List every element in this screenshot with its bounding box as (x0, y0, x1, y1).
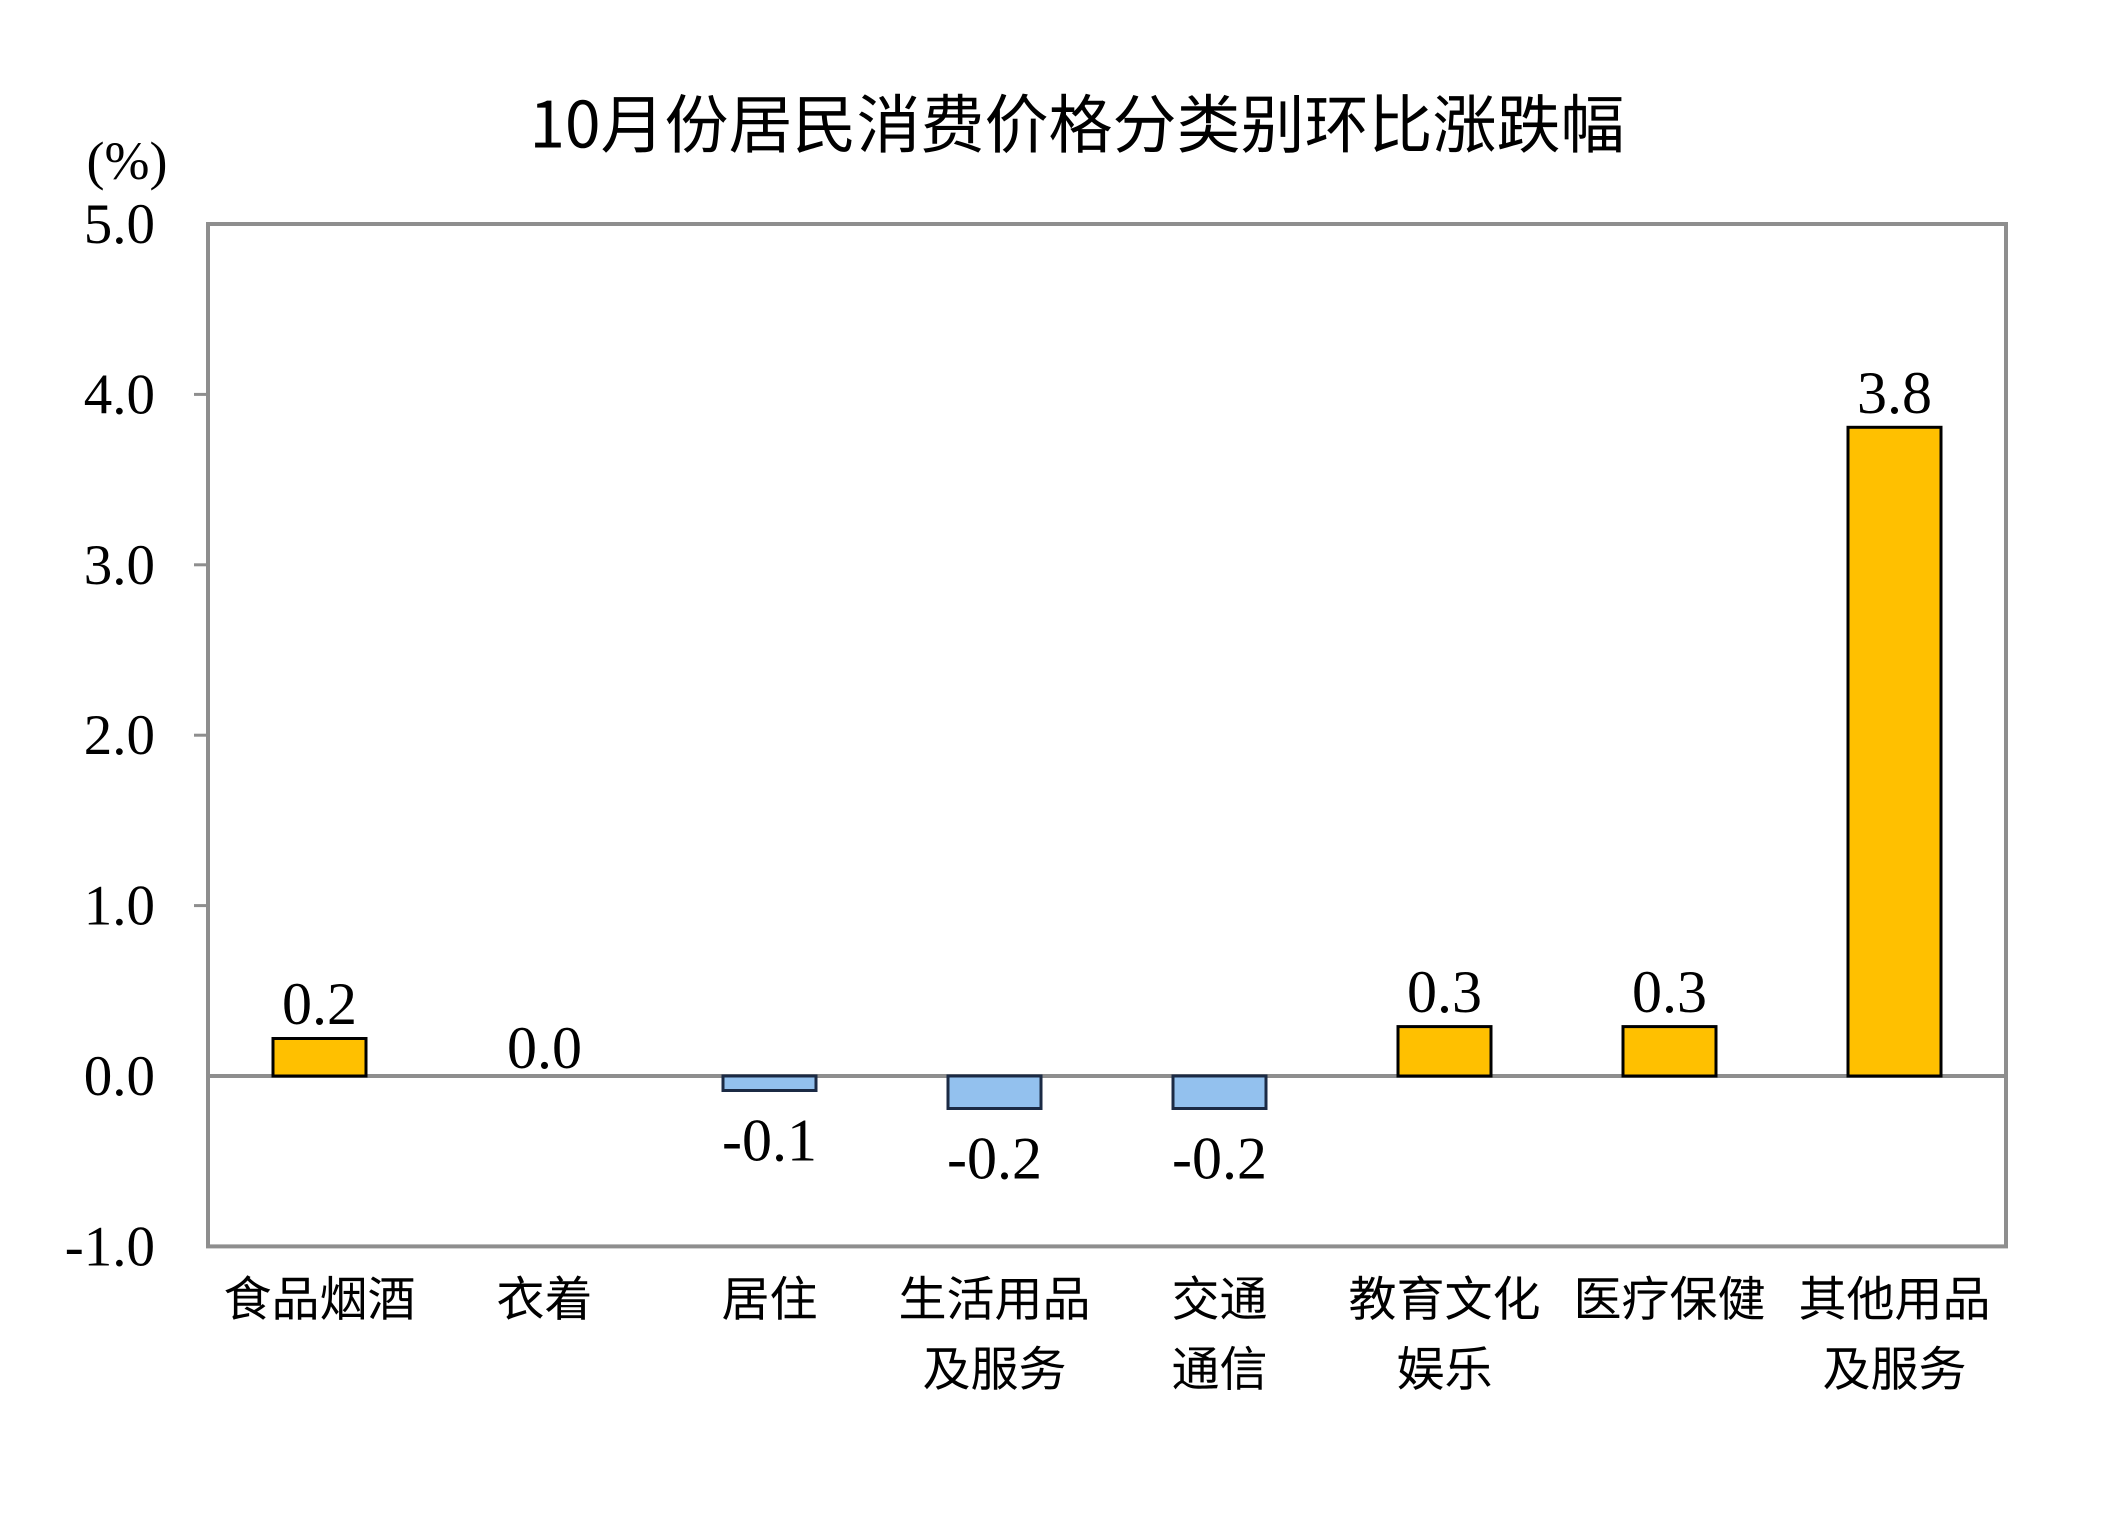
svg-text:0.0: 0.0 (507, 1015, 582, 1081)
svg-text:0.2: 0.2 (282, 971, 357, 1037)
svg-text:-0.1: -0.1 (722, 1108, 817, 1174)
svg-text:3.8: 3.8 (1857, 360, 1932, 426)
svg-text:0.3: 0.3 (1407, 959, 1482, 1025)
svg-text:5.0: 5.0 (84, 193, 155, 256)
svg-text:0.3: 0.3 (1632, 959, 1707, 1025)
svg-text:1.0: 1.0 (84, 875, 155, 938)
svg-text:2.0: 2.0 (84, 704, 155, 767)
svg-text:0.0: 0.0 (84, 1045, 155, 1108)
svg-text:-1.0: -1.0 (65, 1215, 155, 1278)
svg-text:4.0: 4.0 (84, 363, 155, 426)
svg-text:(%): (%) (87, 131, 168, 191)
svg-text:3.0: 3.0 (84, 534, 155, 597)
svg-text:-0.2: -0.2 (1172, 1126, 1267, 1192)
svg-text:-0.2: -0.2 (947, 1126, 1042, 1192)
